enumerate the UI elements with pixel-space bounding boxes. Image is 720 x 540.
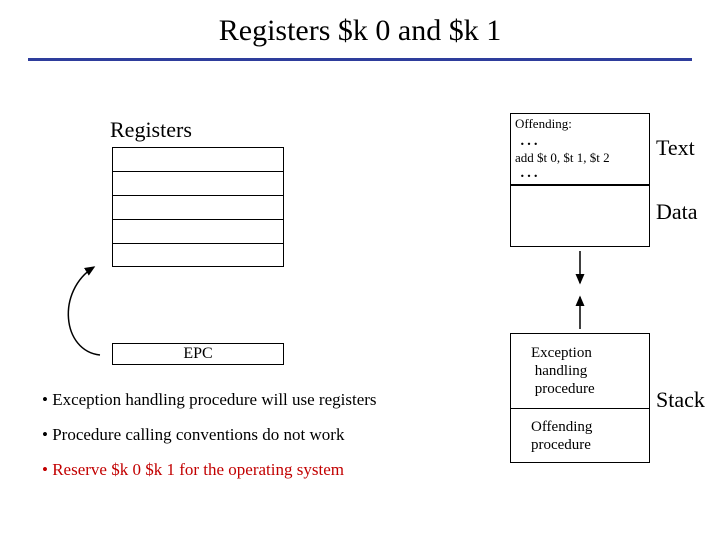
offending-proc-frame: Offending procedure <box>531 418 592 454</box>
registers-table <box>112 147 284 267</box>
stack-section-label: Stack <box>656 387 705 413</box>
bullet-text: Reserve $k 0 $k 1 for the operating syst… <box>52 460 344 479</box>
diagram-canvas: Registers EPC Offending: … add $t 0, $t … <box>0 61 720 521</box>
bullet-item: • Procedure calling conventions do not w… <box>42 426 377 443</box>
stack-divider <box>511 408 649 409</box>
bullet-item: • Reserve $k 0 $k 1 for the operating sy… <box>42 461 377 478</box>
table-row <box>113 172 283 196</box>
text-section-label: Text <box>656 135 695 161</box>
exception-proc-frame: Exception handling procedure <box>531 344 595 398</box>
data-section-label: Data <box>656 199 698 225</box>
ellipsis-top: … <box>519 128 539 151</box>
arrow-epc-to-registers <box>68 267 100 355</box>
registers-heading: Registers <box>110 117 192 143</box>
bullet-text: Exception handling procedure will use re… <box>52 390 376 409</box>
table-row <box>113 196 283 220</box>
bullet-list: • Exception handling procedure will use … <box>42 391 377 496</box>
memory-stack-box: Exception handling procedure Offending p… <box>510 333 650 463</box>
page-title: Registers $k 0 and $k 1 <box>0 0 720 48</box>
bullet-text: Procedure calling conventions do not wor… <box>52 425 344 444</box>
memory-data-box <box>510 185 650 247</box>
memory-text-box: Offending: … add $t 0, $t 1, $t 2 … <box>510 113 650 185</box>
bullet-item: • Exception handling procedure will use … <box>42 391 377 408</box>
ellipsis-bottom: … <box>519 160 539 183</box>
table-row <box>113 220 283 244</box>
table-row <box>113 148 283 172</box>
epc-register-box: EPC <box>112 343 284 365</box>
table-row <box>113 244 283 268</box>
epc-label: EPC <box>183 345 212 363</box>
